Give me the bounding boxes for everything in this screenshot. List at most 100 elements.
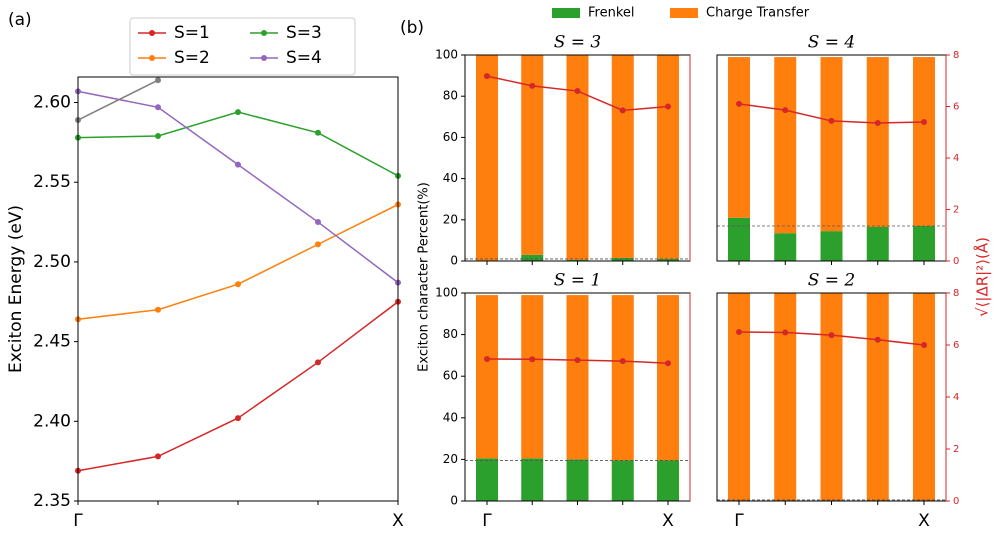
y-tick-label: 2.45 <box>33 332 71 352</box>
y-tick-label: 80 <box>443 89 458 103</box>
x-tick-label: Γ <box>482 511 492 531</box>
point <box>315 129 321 136</box>
legend-label: Frenkel <box>588 6 635 21</box>
y2-tick-label: 8 <box>953 288 959 299</box>
bar <box>566 295 589 460</box>
subplot-title: S = 1 <box>554 271 602 291</box>
bar <box>611 460 634 501</box>
point <box>235 161 241 168</box>
y-tick-label: 60 <box>443 369 458 383</box>
y-tick-label: 100 <box>435 286 458 300</box>
bar <box>657 258 679 261</box>
y-tick-label: 2.35 <box>33 491 71 511</box>
point <box>921 342 927 348</box>
legend-label: S=1 <box>174 23 210 43</box>
point <box>665 103 671 110</box>
bar <box>566 55 589 260</box>
point <box>828 332 835 339</box>
bar <box>866 227 889 261</box>
point <box>155 453 161 460</box>
legend-label: S=3 <box>286 23 322 43</box>
point <box>529 356 536 363</box>
bar <box>611 55 634 258</box>
y2-tick-label: 0 <box>953 496 959 507</box>
point <box>315 241 321 248</box>
bar <box>657 460 679 501</box>
bar <box>728 57 750 218</box>
y2-axis-label: √⟨|ΔR|²⟩(Å) <box>973 237 992 317</box>
y-tick-label: 20 <box>443 212 458 226</box>
bar <box>521 55 544 255</box>
y2-tick-label: 0 <box>953 256 959 267</box>
bar <box>521 254 544 261</box>
bar <box>820 231 843 261</box>
y2-tick-label: 6 <box>953 340 959 351</box>
bar <box>774 233 797 261</box>
panel-label: (b) <box>400 18 424 38</box>
legend-label: Charge Transfer <box>706 6 810 21</box>
point <box>235 281 241 288</box>
point <box>665 360 671 367</box>
point <box>619 358 626 365</box>
x-tick-label: X <box>392 511 404 531</box>
y-tick-label: 60 <box>443 130 458 144</box>
y2-tick-label: 8 <box>953 50 959 61</box>
bar <box>866 293 889 501</box>
point <box>736 329 742 335</box>
point <box>874 119 881 126</box>
y-tick-label: 2.60 <box>33 93 71 113</box>
y2-tick-label: 4 <box>953 392 959 403</box>
y2-tick-label: 4 <box>953 153 959 164</box>
point <box>874 336 881 343</box>
legend-marker <box>261 30 267 36</box>
bar <box>913 225 935 261</box>
y-tick-label: 2.50 <box>33 252 71 272</box>
legend-marker <box>149 55 155 61</box>
bar <box>521 295 544 459</box>
bar <box>657 55 679 259</box>
legend-marker <box>149 30 155 36</box>
point <box>315 219 321 226</box>
bar <box>913 57 935 226</box>
point <box>155 132 161 139</box>
point <box>155 77 161 84</box>
point <box>736 100 742 107</box>
point <box>235 415 241 422</box>
point <box>782 329 789 336</box>
bar <box>820 57 843 232</box>
point <box>619 107 626 114</box>
series-line <box>77 79 159 121</box>
point <box>315 359 321 366</box>
bar <box>774 293 797 501</box>
point <box>484 73 490 80</box>
series-line <box>77 90 399 284</box>
legend-swatch <box>670 8 698 18</box>
point <box>921 118 927 125</box>
bar <box>728 217 750 261</box>
bar <box>657 295 679 461</box>
bar <box>521 458 544 501</box>
bar <box>476 458 498 501</box>
legend-marker <box>261 55 267 61</box>
x-tick-label: Γ <box>734 511 744 531</box>
subplot-title: S = 3 <box>554 33 602 53</box>
y-axis-label: Exciton character Percent(%) <box>417 182 432 372</box>
bar <box>913 293 935 501</box>
legend-swatch <box>552 8 580 18</box>
bar <box>566 259 589 261</box>
x-tick-label: X <box>662 511 674 531</box>
y2-tick-label: 2 <box>953 444 959 455</box>
series-line <box>77 301 399 472</box>
point <box>155 306 161 313</box>
y2-tick-label: 2 <box>953 205 959 216</box>
axes-frame <box>77 76 399 502</box>
y-tick-label: 40 <box>443 171 458 185</box>
legend-label: S=4 <box>286 48 322 68</box>
point <box>484 356 490 363</box>
bar <box>774 57 797 234</box>
point <box>574 88 581 95</box>
bar <box>476 55 498 261</box>
subplot-title: S = 2 <box>808 271 856 291</box>
legend-box <box>129 17 356 76</box>
